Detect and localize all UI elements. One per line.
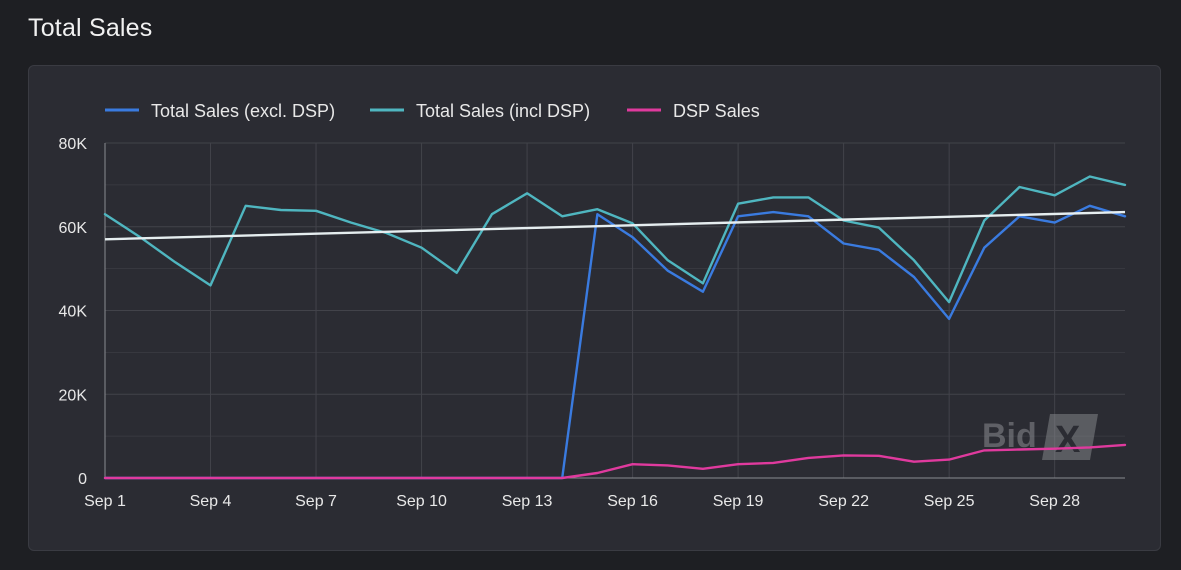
chart-card [28,65,1161,551]
grid [105,142,1125,478]
x-tick-label: Sep 4 [190,493,232,510]
x-tick-label: Sep 19 [713,493,764,510]
axes: 0 20K 40K 60K 80K Sep 1 Sep 4 Sep 7 Sep 10 Sep 13… [59,136,1125,510]
series-line-2 [103,443,1127,480]
series-line-1 [103,175,1127,304]
x-tick-label: Sep 22 [818,493,869,510]
x-tick-label: Sep 25 [924,493,975,510]
y-tick-label: 20K [59,387,88,404]
y-tick-label: 40K [59,304,88,321]
page-title: Total Sales [28,14,153,42]
x-tick-label: Sep 1 [84,493,126,510]
x-tick-label: Sep 16 [607,493,658,510]
watermark-mark: X [1055,419,1081,461]
trendline [104,210,1126,241]
bidx-watermark-logo: Bid X [982,414,1098,461]
legend-label-2[interactable]: DSP Sales [673,101,760,121]
x-tick-label: Sep 13 [502,493,553,510]
x-tick-label: Sep 10 [396,493,447,510]
x-tick-label: Sep 28 [1029,493,1080,510]
y-tick-label: 80K [59,136,88,153]
y-tick-label: 60K [59,220,88,237]
legend[interactable]: Total Sales (excl. DSP) Total Sales (incl… [105,101,760,121]
series-lines [103,175,1127,480]
x-tick-label: Sep 7 [295,493,337,510]
y-tick-label: 0 [78,471,87,488]
legend-label-0[interactable]: Total Sales (excl. DSP) [151,101,335,121]
legend-label-1[interactable]: Total Sales (incl DSP) [416,101,590,121]
